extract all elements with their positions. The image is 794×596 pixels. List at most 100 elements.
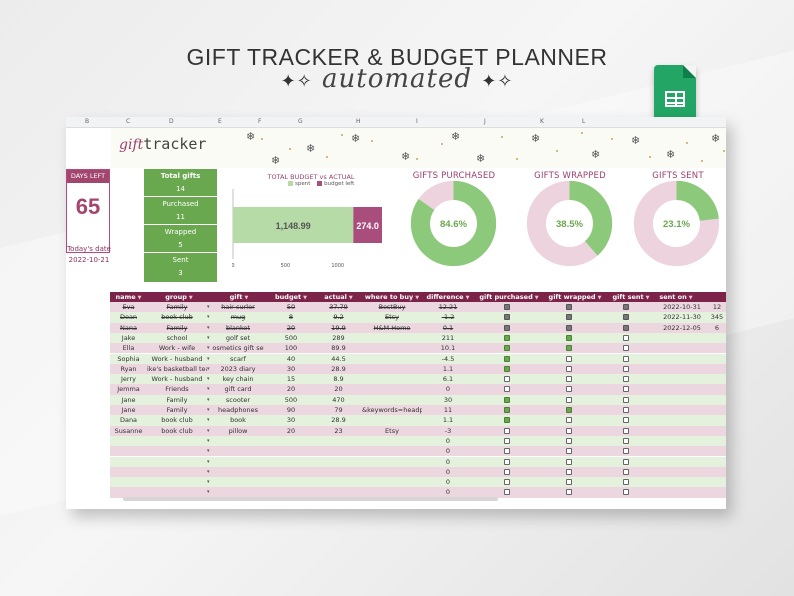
cell-sent-on[interactable]: 2022-12-05: [663, 323, 701, 332]
cell-name[interactable]: Sophia: [117, 354, 140, 363]
checkbox-gift-wrapped[interactable]: [566, 304, 572, 310]
cell-sent-on[interactable]: [656, 426, 708, 436]
cell-diff[interactable]: 12.21: [438, 303, 458, 311]
checkbox-gift-purchased[interactable]: [504, 448, 510, 455]
cell-diff[interactable]: 30: [443, 395, 453, 404]
filter-arrow-icon[interactable]: ▼: [688, 295, 693, 301]
cell-group[interactable]: Family: [166, 406, 188, 414]
cell-gift[interactable]: hair curler: [221, 303, 255, 311]
cell-where[interactable]: Etsy: [385, 313, 399, 322]
cell-sent-on[interactable]: [656, 395, 708, 405]
cell-gift[interactable]: [211, 467, 265, 477]
checkbox-gift-sent[interactable]: [623, 386, 629, 393]
cell-actual[interactable]: 8.9: [333, 375, 344, 384]
cell-budget[interactable]: 30: [286, 364, 296, 373]
cell-gift[interactable]: scooter: [225, 395, 251, 404]
checkbox-gift-wrapped[interactable]: [566, 314, 572, 321]
cell-diff[interactable]: 0: [445, 436, 451, 445]
checkbox-gift-wrapped[interactable]: [566, 458, 572, 465]
cell-overflow[interactable]: [708, 354, 726, 364]
cell-diff[interactable]: 1.1: [442, 364, 454, 373]
dropdown-arrow-icon[interactable]: ▾: [207, 376, 210, 383]
cell-name[interactable]: Ella: [122, 344, 135, 353]
checkbox-gift-sent[interactable]: [623, 345, 629, 352]
cell-gift[interactable]: 2023 diary: [220, 364, 256, 373]
cell-gift[interactable]: key chain: [222, 375, 254, 384]
cell-name[interactable]: Jane: [121, 395, 136, 404]
checkbox-gift-purchased[interactable]: [504, 386, 510, 393]
column-letter[interactable]: I: [416, 118, 418, 125]
checkbox-gift-sent[interactable]: [623, 407, 629, 413]
cell-where[interactable]: [362, 457, 422, 467]
column-header[interactable]: gift purchased ▼: [474, 292, 544, 302]
checkbox-gift-wrapped[interactable]: [566, 345, 572, 352]
cell-sent-on[interactable]: [656, 415, 708, 425]
cell-gift[interactable]: golf set: [225, 333, 251, 342]
cell-name[interactable]: Ryan: [120, 364, 137, 373]
dropdown-arrow-icon[interactable]: ▾: [207, 334, 210, 341]
cell-diff[interactable]: 0: [445, 467, 451, 476]
checkbox-gift-sent[interactable]: [623, 437, 629, 444]
cell-actual[interactable]: [315, 467, 362, 477]
cell-overflow[interactable]: [708, 384, 726, 394]
checkbox-gift-sent[interactable]: [623, 417, 629, 424]
cell-where[interactable]: [362, 343, 422, 353]
checkbox-gift-wrapped[interactable]: [566, 386, 572, 393]
cell-sent-on[interactable]: [656, 354, 708, 364]
cell-budget[interactable]: [267, 446, 315, 456]
cell-budget[interactable]: 90: [286, 406, 296, 414]
cell-budget[interactable]: 40: [286, 354, 296, 363]
cell-name[interactable]: Eva: [122, 303, 135, 311]
cell-budget[interactable]: 500: [284, 395, 298, 404]
checkbox-gift-wrapped[interactable]: [566, 448, 572, 455]
dropdown-arrow-icon[interactable]: ▾: [207, 458, 210, 465]
filter-arrow-icon[interactable]: ▼: [597, 295, 602, 301]
cell-actual[interactable]: 44.5: [331, 354, 346, 363]
cell-overflow[interactable]: [708, 457, 726, 467]
dropdown-arrow-icon[interactable]: ▾: [207, 468, 210, 475]
cell-name[interactable]: [110, 477, 147, 487]
cell-sent-on[interactable]: [656, 457, 708, 467]
checkbox-gift-purchased[interactable]: [504, 355, 510, 362]
dropdown-arrow-icon[interactable]: ▾: [207, 365, 210, 372]
cell-where[interactable]: [362, 364, 422, 374]
cell-overflow[interactable]: [708, 333, 726, 343]
checkbox-gift-purchased[interactable]: [504, 376, 510, 383]
checkbox-gift-purchased[interactable]: [504, 427, 510, 434]
cell-overflow[interactable]: 12: [712, 303, 722, 311]
cell-where[interactable]: [362, 384, 422, 394]
cell-sent-on[interactable]: [656, 467, 708, 477]
checkbox-gift-wrapped[interactable]: [566, 324, 572, 331]
cell-diff[interactable]: 0: [445, 488, 451, 497]
dropdown-arrow-icon[interactable]: ▾: [207, 324, 210, 331]
cell-gift[interactable]: scarf: [230, 354, 246, 363]
cell-group[interactable]: Work - husband: [151, 375, 203, 384]
cell-gift[interactable]: gift card: [224, 385, 252, 394]
cell-group[interactable]: Friends: [165, 385, 189, 394]
column-letter[interactable]: H: [356, 118, 361, 125]
cell-actual[interactable]: [315, 477, 362, 487]
cell-sent-on[interactable]: [656, 436, 708, 446]
cell-name[interactable]: Nana: [120, 323, 137, 332]
cell-diff[interactable]: -1.2: [441, 313, 455, 322]
cell-group[interactable]: [147, 446, 207, 456]
column-header[interactable]: difference ▼: [422, 292, 474, 302]
cell-name[interactable]: Jemma: [117, 385, 140, 394]
cell-sent-on[interactable]: [656, 487, 708, 497]
cell-group[interactable]: school: [166, 333, 188, 342]
cell-group[interactable]: [147, 477, 207, 487]
cell-where[interactable]: Etsy: [385, 426, 399, 435]
cell-group[interactable]: Family: [166, 323, 188, 332]
dropdown-arrow-icon[interactable]: ▾: [207, 479, 210, 486]
cell-overflow[interactable]: [708, 467, 726, 477]
cell-budget[interactable]: 50: [286, 303, 296, 311]
cell-where[interactable]: [362, 354, 422, 364]
checkbox-gift-wrapped[interactable]: [566, 489, 572, 496]
checkbox-gift-purchased[interactable]: [504, 396, 510, 403]
cell-name[interactable]: Susanne: [114, 426, 143, 435]
cell-gift[interactable]: [211, 446, 265, 456]
cell-budget[interactable]: [267, 467, 315, 477]
dropdown-arrow-icon[interactable]: ▾: [207, 386, 210, 393]
cell-actual[interactable]: 470: [332, 395, 345, 404]
column-header[interactable]: gift ▼: [211, 292, 267, 302]
